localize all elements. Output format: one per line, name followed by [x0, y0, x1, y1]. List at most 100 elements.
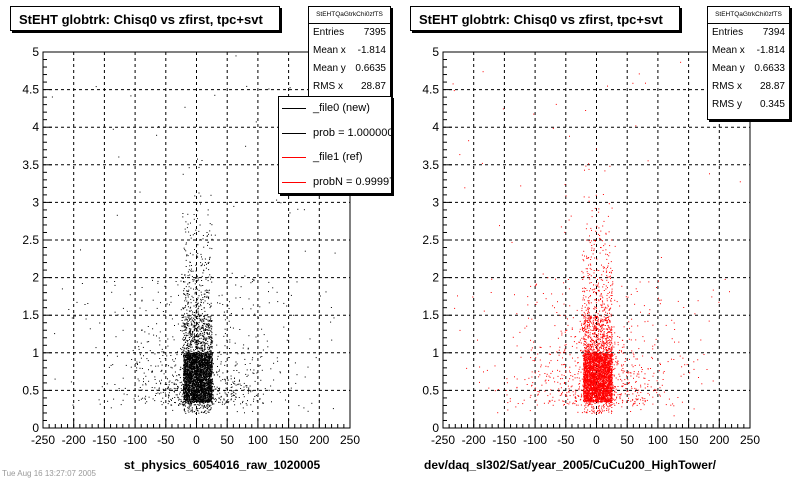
- scatter-point: [194, 337, 196, 339]
- scatter-point: [61, 288, 63, 290]
- scatter-point: [209, 363, 210, 365]
- scatter-point: [210, 404, 212, 406]
- scatter-point: [188, 316, 190, 318]
- scatter-point: [235, 314, 237, 316]
- scatter-point: [196, 370, 198, 372]
- scatter-point: [189, 406, 190, 408]
- scatter-point: [207, 244, 208, 246]
- scatter-point: [207, 372, 209, 374]
- scatter-point: [186, 309, 188, 311]
- scatter-point: [226, 282, 228, 284]
- scatter-point: [199, 318, 201, 320]
- scatter-point: [208, 398, 210, 400]
- scatter-point: [210, 369, 212, 371]
- scatter-point: [223, 399, 225, 401]
- scatter-point: [144, 331, 146, 333]
- scatter-point: [222, 401, 223, 403]
- right-points: [452, 60, 741, 417]
- scatter-point: [190, 309, 192, 311]
- scatter-point: [183, 387, 185, 389]
- scatter-point: [211, 389, 213, 391]
- scatter-point: [206, 323, 207, 325]
- scatter-point: [190, 342, 192, 344]
- scatter-point: [204, 373, 206, 375]
- scatter-point: [161, 364, 163, 366]
- scatter-point: [228, 401, 230, 403]
- scatter-point: [187, 371, 189, 373]
- scatter-point: [183, 322, 185, 324]
- scatter-point: [193, 367, 195, 369]
- scatter-point: [206, 388, 208, 390]
- scatter-point: [204, 386, 206, 388]
- scatter-point: [194, 395, 196, 396]
- scatter-point: [172, 359, 174, 361]
- scatter-point: [211, 353, 212, 355]
- legend-entry: _file0 (new): [279, 97, 391, 122]
- scatter-point: [195, 376, 197, 378]
- scatter-point: [192, 361, 194, 363]
- scatter-point: [210, 376, 212, 378]
- scatter-point: [220, 395, 222, 397]
- scatter-point: [185, 376, 187, 378]
- scatter-point: [204, 348, 206, 350]
- scatter-point: [146, 341, 148, 343]
- scatter-point: [189, 369, 191, 371]
- scatter-point: [207, 411, 209, 413]
- scatter-point: [187, 323, 189, 324]
- scatter-point: [202, 386, 204, 388]
- scatter-point: [191, 372, 193, 374]
- scatter-point: [188, 381, 190, 383]
- scatter-point: [194, 385, 196, 387]
- scatter-point: [211, 379, 213, 381]
- scatter-point: [230, 399, 232, 401]
- scatter-point: [190, 402, 191, 404]
- scatter-point: [193, 321, 194, 323]
- scatter-point: [249, 363, 251, 364]
- scatter-point: [107, 400, 109, 402]
- scatter-point: [189, 375, 191, 377]
- scatter-point: [209, 361, 211, 363]
- scatter-point: [199, 347, 201, 349]
- scatter-point: [191, 377, 193, 379]
- scatter-point: [188, 385, 190, 386]
- scatter-point: [188, 388, 190, 390]
- scatter-point: [140, 357, 142, 359]
- scatter-point: [204, 391, 206, 393]
- scatter-point: [211, 342, 213, 344]
- scatter-point: [195, 379, 197, 381]
- scatter-point: [199, 369, 201, 371]
- scatter-point: [210, 384, 212, 386]
- scatter-point: [203, 411, 205, 413]
- scatter-point: [213, 390, 214, 392]
- scatter-point: [235, 389, 237, 391]
- scatter-point: [194, 392, 196, 393]
- scatter-point: [190, 358, 192, 360]
- scatter-point: [189, 265, 191, 267]
- scatter-point: [192, 333, 194, 335]
- scatter-point: [190, 361, 192, 363]
- scatter-point: [194, 354, 196, 356]
- scatter-point: [209, 324, 211, 326]
- scatter-point: [204, 346, 206, 348]
- scatter-point: [197, 316, 198, 318]
- scatter-point: [198, 372, 200, 374]
- scatter-point: [224, 392, 226, 394]
- scatter-point: [177, 323, 179, 325]
- scatter-point: [194, 411, 196, 412]
- scatter-point: [187, 283, 189, 285]
- scatter-point: [192, 382, 194, 384]
- scatter-point: [185, 385, 187, 387]
- scatter-point: [209, 373, 211, 375]
- scatter-point: [202, 353, 204, 355]
- scatter-point: [209, 230, 211, 232]
- scatter-point: [112, 364, 114, 366]
- scatter-point: [198, 385, 200, 387]
- scatter-point: [209, 247, 211, 249]
- scatter-point: [209, 333, 210, 335]
- scatter-point: [202, 361, 204, 363]
- scatter-point: [189, 374, 191, 376]
- scatter-point: [250, 369, 251, 371]
- scatter-point: [144, 398, 146, 400]
- scatter-point: [205, 328, 206, 330]
- scatter-point: [201, 390, 203, 392]
